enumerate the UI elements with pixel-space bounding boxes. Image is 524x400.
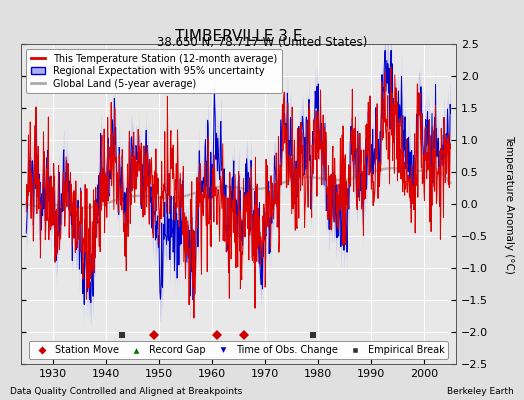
Text: Data Quality Controlled and Aligned at Breakpoints: Data Quality Controlled and Aligned at B… (10, 387, 243, 396)
Text: 38.650 N, 78.717 W (United States): 38.650 N, 78.717 W (United States) (157, 36, 367, 49)
Y-axis label: Temperature Anomaly (°C): Temperature Anomaly (°C) (505, 134, 515, 274)
Legend: Station Move, Record Gap, Time of Obs. Change, Empirical Break: Station Move, Record Gap, Time of Obs. C… (28, 341, 449, 359)
Text: Berkeley Earth: Berkeley Earth (447, 387, 514, 396)
Title: TIMBERVILLE 3 E: TIMBERVILLE 3 E (174, 29, 302, 44)
